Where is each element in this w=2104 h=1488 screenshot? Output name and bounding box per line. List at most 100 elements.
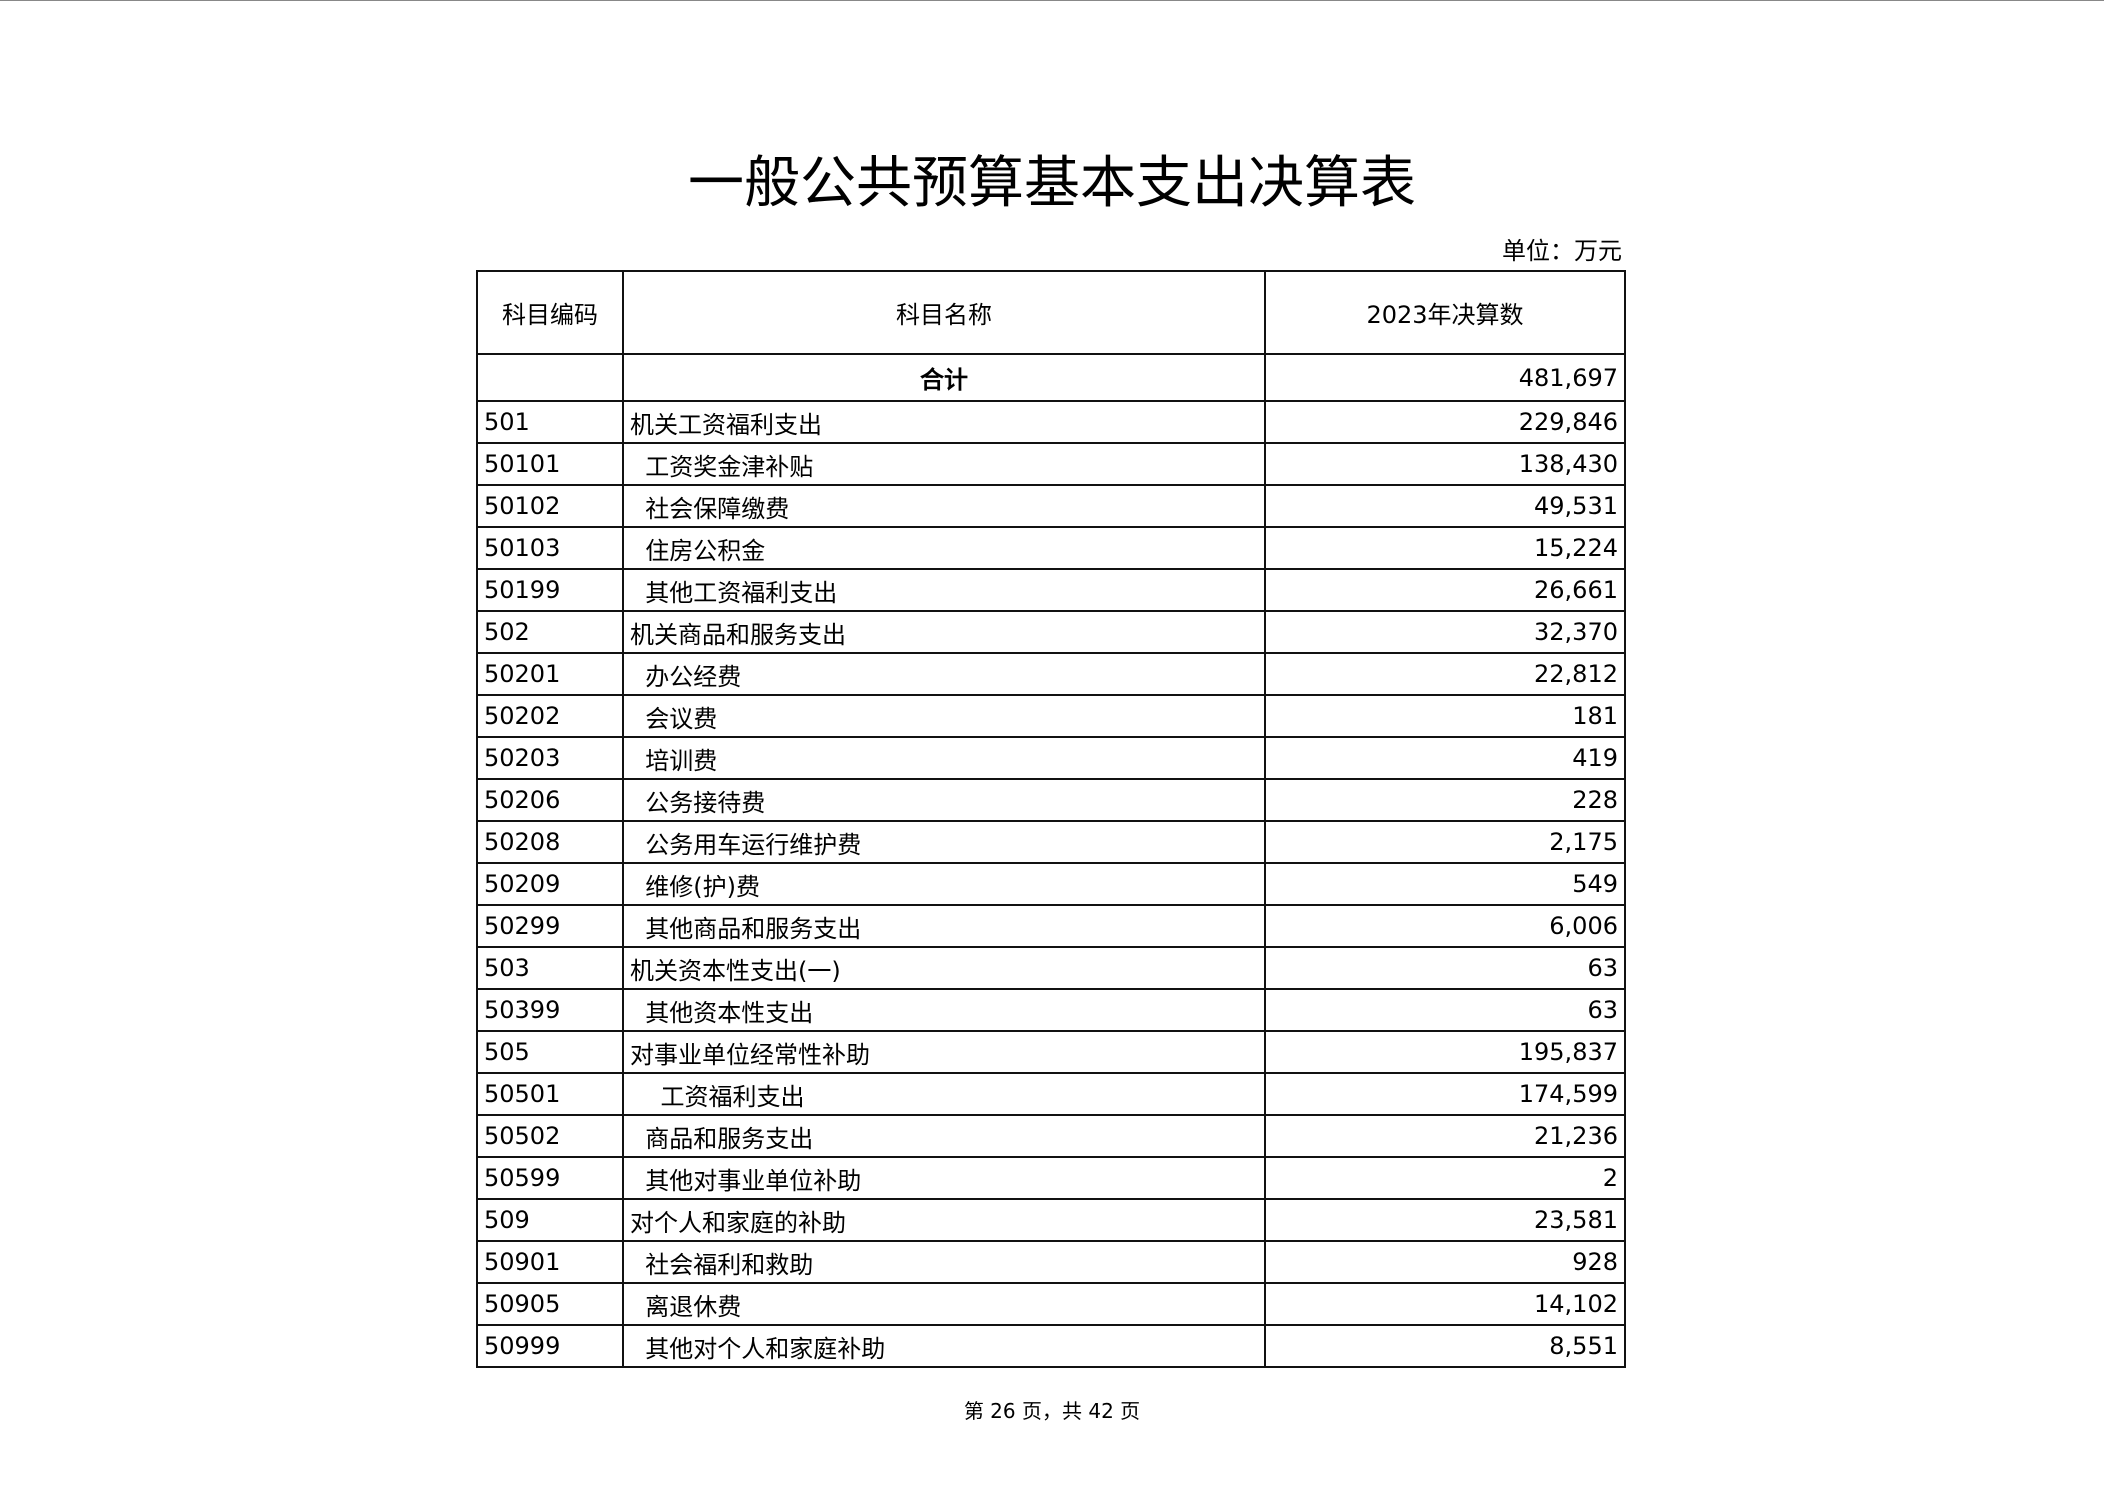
row-value: 23,581 <box>1264 1198 1626 1242</box>
row-value: 22,812 <box>1264 652 1626 696</box>
row-value: 2 <box>1264 1156 1626 1200</box>
row-code: 50901 <box>476 1240 624 1284</box>
row-code: 509 <box>476 1198 624 1242</box>
row-code: 503 <box>476 946 624 990</box>
table-row: 50101 工资奖金津补贴 138,430 <box>476 442 1626 486</box>
row-code: 50208 <box>476 820 624 864</box>
row-code: 50199 <box>476 568 624 612</box>
row-value: 138,430 <box>1264 442 1626 486</box>
table-row: 50299 其他商品和服务支出 6,006 <box>476 904 1626 948</box>
row-name: 其他对事业单位补助 <box>622 1156 1266 1200</box>
row-code: 50103 <box>476 526 624 570</box>
row-name: 公务用车运行维护费 <box>622 820 1266 864</box>
total-row: 合计 481,697 <box>476 353 1626 402</box>
row-value: 228 <box>1264 778 1626 822</box>
row-name: 工资福利支出 <box>622 1072 1266 1116</box>
row-name: 社会保障缴费 <box>622 484 1266 528</box>
table-row: 50199 其他工资福利支出 26,661 <box>476 568 1626 612</box>
row-name: 其他商品和服务支出 <box>622 904 1266 948</box>
row-name: 机关商品和服务支出 <box>622 610 1266 654</box>
row-name: 商品和服务支出 <box>622 1114 1266 1158</box>
row-code: 50501 <box>476 1072 624 1116</box>
row-value: 21,236 <box>1264 1114 1626 1158</box>
row-value: 49,531 <box>1264 484 1626 528</box>
row-code: 50502 <box>476 1114 624 1158</box>
unit-label: 单位：万元 <box>1502 237 1622 265</box>
row-value: 229,846 <box>1264 400 1626 444</box>
table-row: 502 机关商品和服务支出 32,370 <box>476 610 1626 654</box>
page-footer: 第 26 页，共 42 页 <box>963 1399 1141 1423</box>
row-value: 15,224 <box>1264 526 1626 570</box>
row-code: 50203 <box>476 736 624 780</box>
table-row: 50103 住房公积金 15,224 <box>476 526 1626 570</box>
row-code: 505 <box>476 1030 624 1074</box>
row-name: 办公经费 <box>622 652 1266 696</box>
table-row: 50208 公务用车运行维护费 2,175 <box>476 820 1626 864</box>
table-row: 50901 社会福利和救助 928 <box>476 1240 1626 1284</box>
row-name: 机关工资福利支出 <box>622 400 1266 444</box>
row-code: 502 <box>476 610 624 654</box>
row-name: 住房公积金 <box>622 526 1266 570</box>
row-value: 195,837 <box>1264 1030 1626 1074</box>
column-header-code: 科目编码 <box>476 270 624 355</box>
row-value: 14,102 <box>1264 1282 1626 1326</box>
table-row: 50102 社会保障缴费 49,531 <box>476 484 1626 528</box>
page-title: 一般公共预算基本支出决算表 <box>688 151 1416 216</box>
table-row: 50399 其他资本性支出 63 <box>476 988 1626 1032</box>
table-row: 50502 商品和服务支出 21,236 <box>476 1114 1626 1158</box>
table-row: 503 机关资本性支出(一) 63 <box>476 946 1626 990</box>
total-label: 合计 <box>622 353 1266 402</box>
row-value: 63 <box>1264 988 1626 1032</box>
row-value: 2,175 <box>1264 820 1626 864</box>
table-row: 50203 培训费 419 <box>476 736 1626 780</box>
row-name: 公务接待费 <box>622 778 1266 822</box>
row-value: 8,551 <box>1264 1324 1626 1368</box>
row-name: 会议费 <box>622 694 1266 738</box>
row-value: 549 <box>1264 862 1626 906</box>
row-name: 其他对个人和家庭补助 <box>622 1324 1266 1368</box>
row-name: 社会福利和救助 <box>622 1240 1266 1284</box>
row-code: 50201 <box>476 652 624 696</box>
row-name: 机关资本性支出(一) <box>622 946 1266 990</box>
row-name: 对事业单位经常性补助 <box>622 1030 1266 1074</box>
table-row: 50501 工资福利支出 174,599 <box>476 1072 1626 1116</box>
row-code: 50202 <box>476 694 624 738</box>
row-code: 50299 <box>476 904 624 948</box>
table-row: 501 机关工资福利支出 229,846 <box>476 400 1626 444</box>
row-value: 26,661 <box>1264 568 1626 612</box>
row-name: 其他资本性支出 <box>622 988 1266 1032</box>
row-code: 50209 <box>476 862 624 906</box>
row-code: 50999 <box>476 1324 624 1368</box>
row-name: 离退休费 <box>622 1282 1266 1326</box>
table-row: 50599 其他对事业单位补助 2 <box>476 1156 1626 1200</box>
table-header-row: 科目编码 科目名称 2023年决算数 <box>476 270 1626 355</box>
expenditure-table: 科目编码 科目名称 2023年决算数 合计 481,697 501 机关工资福利支… <box>476 270 1626 1368</box>
row-name: 维修(护)费 <box>622 862 1266 906</box>
row-code: 501 <box>476 400 624 444</box>
table-row: 50999 其他对个人和家庭补助 8,551 <box>476 1324 1626 1368</box>
row-code: 50101 <box>476 442 624 486</box>
row-code: 50905 <box>476 1282 624 1326</box>
column-header-name: 科目名称 <box>622 270 1266 355</box>
table-row: 509 对个人和家庭的补助 23,581 <box>476 1198 1626 1242</box>
table-row: 50201 办公经费 22,812 <box>476 652 1626 696</box>
table-row: 50905 离退休费 14,102 <box>476 1282 1626 1326</box>
row-code: 50599 <box>476 1156 624 1200</box>
table-row: 50202 会议费 181 <box>476 694 1626 738</box>
row-value: 928 <box>1264 1240 1626 1284</box>
table-row: 505 对事业单位经常性补助 195,837 <box>476 1030 1626 1074</box>
total-code <box>476 353 624 402</box>
row-code: 50102 <box>476 484 624 528</box>
row-value: 32,370 <box>1264 610 1626 654</box>
row-value: 419 <box>1264 736 1626 780</box>
total-value: 481,697 <box>1264 353 1626 402</box>
row-name: 对个人和家庭的补助 <box>622 1198 1266 1242</box>
column-header-value: 2023年决算数 <box>1264 270 1626 355</box>
row-code: 50206 <box>476 778 624 822</box>
row-name: 工资奖金津补贴 <box>622 442 1266 486</box>
row-name: 其他工资福利支出 <box>622 568 1266 612</box>
table-row: 50206 公务接待费 228 <box>476 778 1626 822</box>
row-name: 培训费 <box>622 736 1266 780</box>
row-value: 6,006 <box>1264 904 1626 948</box>
row-value: 63 <box>1264 946 1626 990</box>
